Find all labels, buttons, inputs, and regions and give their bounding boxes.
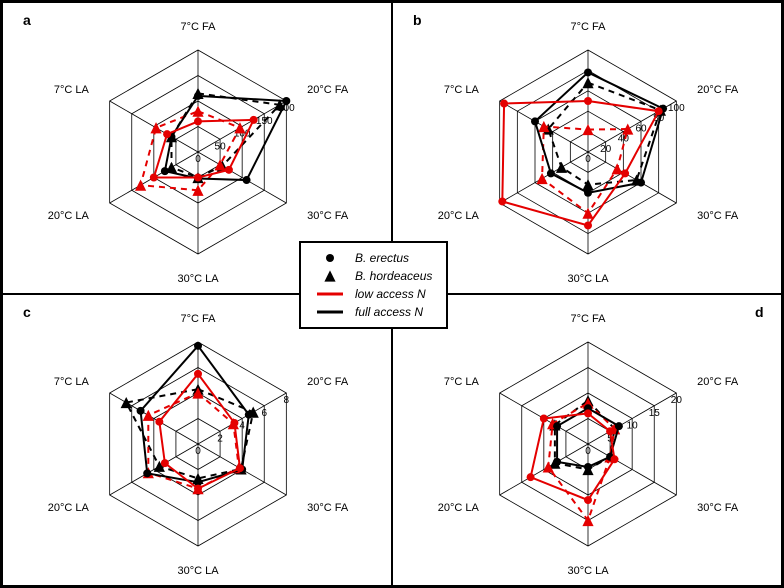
axis-label: 30°C LA	[177, 565, 219, 577]
tick-label: 60	[635, 123, 647, 134]
panel-letter: b	[413, 12, 422, 28]
tick-label: 40	[618, 134, 630, 145]
axis-label: 7°C LA	[444, 84, 480, 96]
legend-item: low access N	[315, 285, 432, 303]
panel-letter: d	[755, 304, 764, 320]
series-hordeaceus_full	[171, 93, 279, 177]
legend-marker-icon	[315, 269, 345, 283]
legend-line-icon	[315, 287, 345, 301]
legend-item: full access N	[315, 303, 432, 321]
panel-b: 7°C FA 20°C FA 30°C FA 30°C LA 20°C LA 7°C LA…	[392, 2, 782, 294]
tick-label: 8	[284, 395, 290, 406]
axis-label: 20°C FA	[697, 84, 739, 96]
axis-label: 30°C FA	[307, 502, 349, 514]
legend-label: B. erectus	[355, 249, 409, 267]
tick-label: 100	[668, 103, 685, 114]
legend-item: B. erectus	[315, 249, 432, 267]
axis-label: 7°C FA	[181, 313, 217, 325]
axis-label: 7°C FA	[571, 313, 607, 325]
tick-label: 0	[195, 446, 201, 457]
axis-label: 30°C FA	[697, 210, 739, 222]
legend-line-icon	[315, 305, 345, 319]
tick-label: 0	[195, 154, 201, 165]
tick-label: 20	[671, 395, 683, 406]
panel-d: 7°C FA 20°C FA 30°C FA 30°C LA 20°C LA 7°C LA…	[392, 294, 782, 586]
legend-label: B. hordeaceus	[355, 267, 432, 285]
tick-label: 6	[261, 408, 267, 419]
legend-marker-icon	[315, 251, 345, 265]
tick-label: 50	[215, 141, 227, 152]
axis-label: 30°C LA	[567, 273, 609, 285]
axis-label: 30°C LA	[567, 565, 609, 577]
figure-container: 7°C FA 20°C FA 30°C FA 30°C LA 20°C LA 7°C LA…	[0, 0, 784, 588]
radar-chart-c: 7°C FA 20°C FA 30°C FA 30°C LA 20°C LA 7°C LA…	[3, 295, 393, 587]
axis-label: 7°C FA	[571, 21, 607, 33]
axis-label: 20°C LA	[438, 210, 480, 222]
axis-label: 7°C LA	[54, 84, 90, 96]
axis-label: 20°C LA	[48, 210, 90, 222]
tick-label: 0	[585, 154, 591, 165]
panel-letter: a	[23, 12, 31, 28]
tick-label: 4	[239, 421, 245, 432]
tick-label: 20	[600, 144, 612, 155]
axis-label: 20°C FA	[307, 376, 349, 388]
panel-letter: c	[23, 304, 31, 320]
legend: B. erectusB. hordeaceuslow access Nfull …	[299, 241, 448, 329]
axis-label: 20°C FA	[307, 84, 349, 96]
axis-label: 20°C LA	[438, 502, 480, 514]
tick-label: 10	[627, 421, 639, 432]
axis-label: 30°C FA	[697, 502, 739, 514]
axis-label: 7°C LA	[444, 376, 480, 388]
radar-chart-d: 7°C FA 20°C FA 30°C FA 30°C LA 20°C LA 7°C LA…	[393, 295, 783, 587]
radar-chart-b: 7°C FA 20°C FA 30°C FA 30°C LA 20°C LA 7°C LA…	[393, 3, 783, 295]
axis-label: 7°C LA	[54, 376, 90, 388]
tick-label: 15	[649, 408, 661, 419]
tick-label: 2	[217, 433, 223, 444]
legend-label: full access N	[355, 303, 423, 321]
series-erectus_full	[141, 346, 249, 482]
legend-label: low access N	[355, 285, 426, 303]
axis-label: 30°C FA	[307, 210, 349, 222]
axis-label: 20°C FA	[697, 376, 739, 388]
legend-item: B. hordeaceus	[315, 267, 432, 285]
tick-label: 0	[585, 446, 591, 457]
axis-label: 7°C FA	[181, 21, 217, 33]
panel-c: 7°C FA 20°C FA 30°C FA 30°C LA 20°C LA 7°C LA…	[2, 294, 392, 586]
axis-label: 30°C LA	[177, 273, 219, 285]
axis-label: 20°C LA	[48, 502, 90, 514]
